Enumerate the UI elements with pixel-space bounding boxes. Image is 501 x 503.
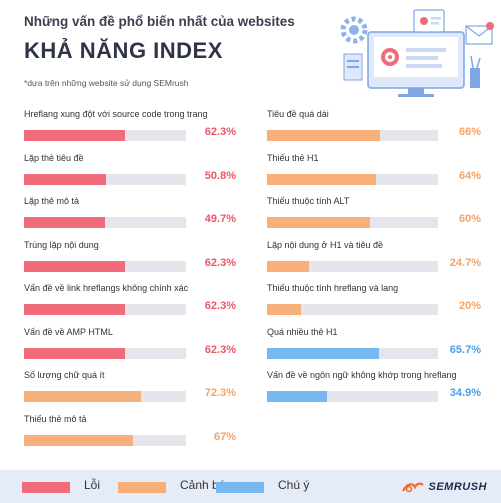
bar-fill bbox=[267, 260, 310, 272]
semrush-fire-icon bbox=[402, 482, 425, 493]
chart-area: Hreflang xung đột với source code trong … bbox=[0, 103, 501, 470]
legend-label-error: Lỗi bbox=[84, 478, 101, 492]
semrush-logo: SEMRUSH bbox=[401, 479, 487, 495]
bar-label: Trùng lặp nội dung bbox=[24, 239, 99, 250]
bar-track bbox=[267, 130, 438, 141]
brand-name: SEMRUSH bbox=[428, 481, 487, 493]
legend-swatch-error bbox=[22, 482, 70, 493]
subtitle: Những vấn đề phổ biến nhất của websites bbox=[24, 14, 295, 29]
bar-label: Thiếu thẻ mô tả bbox=[24, 413, 87, 424]
bar-item: Thiếu thẻ mô tả 67% bbox=[24, 414, 236, 454]
bar-item: Quá nhiều thẻ H1 65.7% bbox=[267, 327, 481, 367]
bar-value-label: 62.3% bbox=[204, 300, 236, 312]
website-audit-illustration-icon bbox=[340, 9, 494, 97]
bar-fill bbox=[267, 217, 370, 228]
bar-label: Thiếu thuộc tính hreflang và lang bbox=[267, 283, 399, 293]
bar-fill bbox=[267, 391, 327, 402]
bar-item: Vấn đề về link hreflangs không chính xác… bbox=[24, 283, 236, 323]
bar-fill bbox=[24, 217, 105, 228]
bar-value-label: 65.7% bbox=[449, 343, 481, 356]
bar-label: Lặp nội dung ở H1 và tiêu đề bbox=[267, 239, 383, 250]
page-title: KHẢ NĂNG INDEX bbox=[24, 38, 223, 63]
bar-track bbox=[24, 130, 186, 141]
bar-fill bbox=[267, 347, 380, 359]
bar-fill bbox=[267, 304, 302, 315]
bar-track bbox=[24, 304, 186, 315]
bar-item: Số lượng chữ quá ít 72.3% bbox=[24, 370, 236, 410]
bar-track bbox=[24, 260, 186, 272]
bar-item: Lặp nội dung ở H1 và tiêu đề 24.7% bbox=[267, 240, 481, 280]
bar-item: Hreflang xung đột với source code trong … bbox=[24, 109, 236, 149]
bar-value-label: 62.3% bbox=[204, 343, 236, 356]
bar-item: Trùng lặp nội dung 62.3% bbox=[24, 240, 236, 280]
bar-fill bbox=[24, 260, 125, 272]
bar-track bbox=[24, 434, 186, 446]
bar-label: Lặp thẻ mô tả bbox=[24, 196, 80, 206]
bar-value-label: 49.7% bbox=[204, 213, 236, 225]
bar-value-label: 20% bbox=[458, 300, 481, 312]
bar-fill bbox=[24, 434, 133, 446]
bar-item: Lặp thẻ mô tả 49.7% bbox=[24, 196, 236, 236]
bar-value-label: 72.3% bbox=[204, 387, 236, 399]
bar-label: Hreflang xung đột với source code trong … bbox=[24, 109, 208, 119]
bar-value-label: 64% bbox=[458, 169, 481, 182]
bar-fill bbox=[24, 347, 125, 359]
bar-fill bbox=[24, 304, 125, 315]
bar-item: Tiêu đề quá dài 66% bbox=[267, 109, 481, 149]
bar-label: Vấn đề về AMP HTML bbox=[24, 326, 113, 337]
bar-track bbox=[24, 173, 186, 185]
bar-label: Lặp thẻ tiêu đề bbox=[24, 152, 84, 163]
bar-track bbox=[24, 391, 186, 402]
bar-item: Thiếu thuộc tính hreflang và lang 20% bbox=[267, 283, 481, 323]
bar-value-label: 34.9% bbox=[449, 387, 481, 399]
bar-value-label: 60% bbox=[458, 213, 481, 225]
bar-track bbox=[24, 217, 186, 228]
bar-label: Vấn đề về link hreflangs không chính xác bbox=[24, 283, 189, 293]
legend: Lỗi Cảnh báo Chú ý SEMRUSH bbox=[0, 470, 501, 503]
bar-value-label: 62.3% bbox=[204, 256, 236, 269]
legend-swatch-warning bbox=[118, 482, 166, 493]
header: Những vấn đề phổ biến nhất của websites … bbox=[0, 0, 501, 103]
bar-fill bbox=[24, 130, 125, 141]
bar-item: Vấn đề về ngôn ngữ không khớp trong href… bbox=[267, 370, 481, 410]
bar-label: Số lượng chữ quá ít bbox=[24, 370, 105, 380]
bar-item: Vấn đề về AMP HTML 62.3% bbox=[24, 327, 236, 367]
bar-value-label: 50.8% bbox=[204, 169, 236, 182]
legend-label-notice: Chú ý bbox=[278, 478, 310, 492]
bar-item: Lặp thẻ tiêu đề 50.8% bbox=[24, 153, 236, 193]
bar-track bbox=[267, 260, 438, 272]
bar-track bbox=[267, 347, 438, 359]
bar-track bbox=[267, 304, 438, 315]
bar-value-label: 67% bbox=[213, 430, 236, 443]
bar-item: Thiếu thuộc tính ALT 60% bbox=[267, 196, 481, 236]
bar-track bbox=[267, 173, 438, 185]
source-note: *dựa trên những website sử dụng SEMrush bbox=[24, 78, 189, 88]
bar-fill bbox=[267, 130, 380, 141]
bar-label: Tiêu đề quá dài bbox=[267, 109, 329, 119]
bar-track bbox=[24, 347, 186, 359]
bar-value-label: 24.7% bbox=[449, 256, 481, 269]
bar-track bbox=[267, 217, 438, 228]
bar-label: Vấn đề về ngôn ngữ không khớp trong href… bbox=[267, 370, 457, 380]
bar-value-label: 66% bbox=[458, 126, 481, 138]
bar-label: Thiếu thuộc tính ALT bbox=[267, 196, 350, 206]
bar-fill bbox=[24, 391, 142, 402]
bar-value-label: 62.3% bbox=[204, 126, 236, 138]
bar-fill bbox=[267, 173, 377, 185]
bar-track bbox=[267, 391, 438, 402]
bar-label: Thiếu thẻ H1 bbox=[267, 152, 319, 163]
bar-fill bbox=[24, 173, 107, 185]
bar-item: Thiếu thẻ H1 64% bbox=[267, 153, 481, 193]
bar-label: Quá nhiều thẻ H1 bbox=[267, 326, 338, 337]
legend-swatch-notice bbox=[216, 482, 264, 493]
